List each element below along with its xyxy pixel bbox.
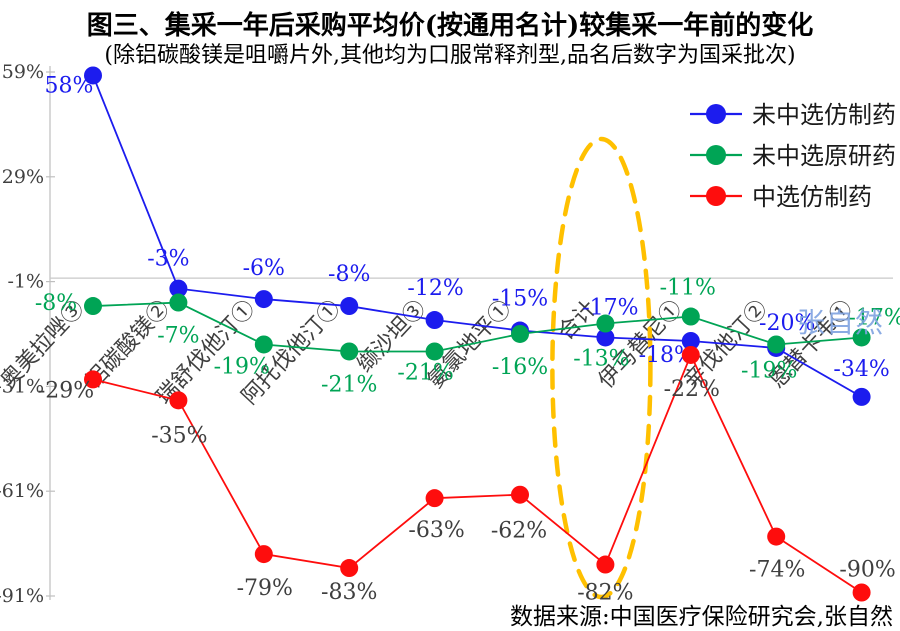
data-label: -16%	[492, 355, 548, 380]
data-label: -8%	[328, 262, 370, 287]
data-label: -74%	[749, 558, 805, 583]
data-point	[852, 328, 871, 347]
series-line	[92, 352, 863, 594]
legend-marker-dot	[706, 186, 726, 206]
legend-label: 未中选仿制药	[752, 101, 896, 129]
data-label: -90%	[839, 558, 895, 583]
chart-subtitle: (除铝碳酸镁是咀嚼片外,其他均为口服常释剂型,品名后数字为国采批次)	[104, 43, 796, 68]
data-label: -20%	[759, 311, 815, 336]
y-tick-label: 59%	[2, 61, 44, 83]
data-point	[169, 279, 188, 298]
data-point	[852, 583, 871, 602]
data-label: -21%	[397, 360, 453, 385]
data-point	[681, 331, 700, 350]
data-label: -29%	[38, 378, 94, 403]
y-tick-label: 29%	[2, 166, 44, 188]
data-point	[169, 293, 188, 312]
data-point	[425, 311, 444, 330]
data-point	[681, 345, 700, 364]
series-line	[92, 75, 863, 398]
data-point	[596, 328, 615, 347]
data-label: -19%	[214, 354, 270, 379]
data-point	[852, 387, 871, 406]
data-point	[511, 485, 529, 504]
y-tick-label: -61%	[0, 480, 44, 502]
data-label: -63%	[408, 518, 464, 543]
data-point	[340, 342, 359, 361]
data-label: -83%	[321, 580, 377, 605]
data-label: -13%	[573, 347, 629, 372]
data-point	[767, 335, 786, 354]
data-label: -6%	[243, 256, 285, 281]
data-point	[596, 314, 615, 333]
data-label: -11%	[660, 276, 716, 301]
data-label: -17%	[848, 305, 900, 330]
series-line	[92, 301, 862, 353]
data-point	[425, 342, 444, 361]
legend-label: 未中选原研药	[752, 142, 896, 170]
data-point	[340, 559, 359, 578]
data-point	[84, 370, 102, 389]
data-point	[340, 297, 359, 316]
watermark: 张自然	[797, 306, 885, 339]
data-label: -34%	[833, 357, 889, 382]
data-label: -15%	[492, 287, 548, 312]
data-point	[254, 290, 273, 309]
highlight-ellipse	[550, 136, 653, 600]
y-tick-label: -1%	[7, 271, 44, 293]
legend-label: 中选仿制药	[752, 183, 872, 211]
data-label: -12%	[407, 276, 463, 301]
legend-marker-dot	[706, 145, 726, 165]
data-label: -22%	[664, 377, 720, 402]
data-label: -35%	[151, 423, 207, 448]
data-point	[425, 489, 444, 508]
data-point	[254, 545, 273, 564]
y-tick-label: -31%	[0, 375, 44, 397]
chart-title: 图三、集采一年后采购平均价(按通用名计)较集采一年前的变化	[86, 11, 814, 41]
legend-marker-dot	[706, 104, 726, 124]
source-note: 数据来源:中国医疗保险研究会,张自然	[509, 604, 893, 630]
data-point	[84, 66, 102, 85]
data-point	[84, 297, 102, 316]
data-label: 58%	[45, 73, 94, 98]
data-point	[767, 527, 786, 546]
data-point	[169, 391, 188, 410]
data-label: -82%	[577, 581, 633, 606]
data-label: -7%	[157, 324, 199, 349]
y-tick-label: -91%	[0, 585, 44, 607]
data-label: -62%	[491, 519, 547, 544]
data-label: -79%	[237, 576, 293, 601]
data-label: -21%	[321, 372, 377, 397]
data-point	[511, 324, 529, 343]
data-point	[254, 335, 273, 354]
data-label: -8%	[35, 291, 77, 316]
data-label: -3%	[147, 247, 189, 272]
data-point	[596, 555, 615, 574]
data-label: -19%	[741, 358, 797, 383]
data-point	[681, 307, 700, 326]
